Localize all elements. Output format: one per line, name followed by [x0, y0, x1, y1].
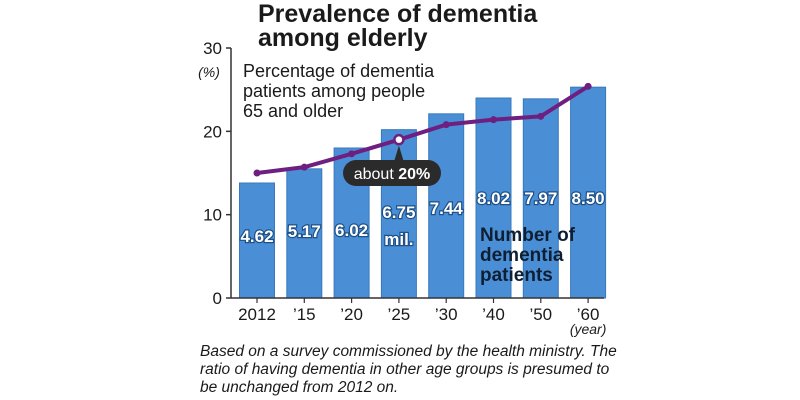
y-tick-label: 10	[203, 206, 222, 225]
line-series-caption: patients among people	[243, 81, 425, 101]
bar-data-label: 5.17	[288, 222, 321, 241]
source-note: Based on a survey commissioned by the he…	[200, 343, 617, 396]
bar	[428, 113, 465, 299]
bar-data-label: 6.75	[382, 203, 415, 222]
y-tick-label: 20	[203, 122, 222, 141]
x-tick-label: 2012	[238, 305, 276, 324]
line-point	[490, 116, 497, 124]
bar	[522, 98, 559, 299]
y-tick-label: 30	[203, 39, 222, 58]
bar-data-label: 8.02	[477, 189, 510, 208]
bar-series-caption: patients	[480, 265, 553, 286]
title-line-1: Prevalence of dementia	[258, 0, 538, 28]
title-line-2: among elderly	[258, 24, 428, 52]
chart: 0 10 20 30 (%) 2012 ’15 ’20 ’25 ’30 ’40 ’50 ’60(year…	[198, 39, 607, 337]
bar-data-label: 6.02	[335, 221, 368, 240]
line-point	[253, 169, 261, 177]
callout-pointer	[393, 145, 404, 162]
x-tick-label: ’20	[340, 305, 363, 324]
callout-emphasis: 20%	[398, 166, 430, 183]
y-tick-label: 0	[213, 289, 222, 308]
line-point	[300, 163, 308, 171]
line-series-caption: 65 and older	[243, 101, 343, 121]
x-unit-label: (year)	[570, 321, 607, 337]
bar-data-label: 7.44	[430, 199, 464, 218]
callout-prefix: about	[354, 166, 398, 183]
bar-data-label: 8.50	[572, 189, 605, 208]
x-tick-label: ’15	[293, 305, 316, 324]
line-point	[584, 82, 592, 90]
bar-unit-label: mil.	[384, 230, 413, 249]
x-tick-label: ’40	[482, 305, 505, 324]
x-tick-label: ’50	[529, 305, 552, 324]
bar-series-caption: dementia	[480, 245, 564, 266]
y-unit-label: (%)	[198, 64, 220, 80]
x-tick-label: ’25	[388, 305, 411, 324]
bar	[286, 168, 323, 299]
line-point	[442, 121, 450, 129]
bar-series-caption: Number of	[480, 225, 576, 246]
chart-title: Prevalence of dementia among elderly	[258, 0, 538, 52]
line-series	[256, 84, 590, 175]
x-tick-label: ’30	[435, 305, 458, 324]
line-point	[537, 112, 545, 120]
x-tick-label: ’60	[577, 305, 600, 324]
bar	[570, 86, 607, 299]
line-series-caption: Percentage of dementia	[243, 61, 435, 81]
bar-data-label: 7.97	[524, 189, 557, 208]
line-point	[348, 150, 356, 158]
bar	[475, 97, 512, 299]
line-point-highlight	[393, 133, 405, 146]
callout-box	[343, 160, 441, 186]
callout-text: about 20%	[354, 166, 431, 183]
bar-data-label: 4.62	[240, 227, 273, 246]
